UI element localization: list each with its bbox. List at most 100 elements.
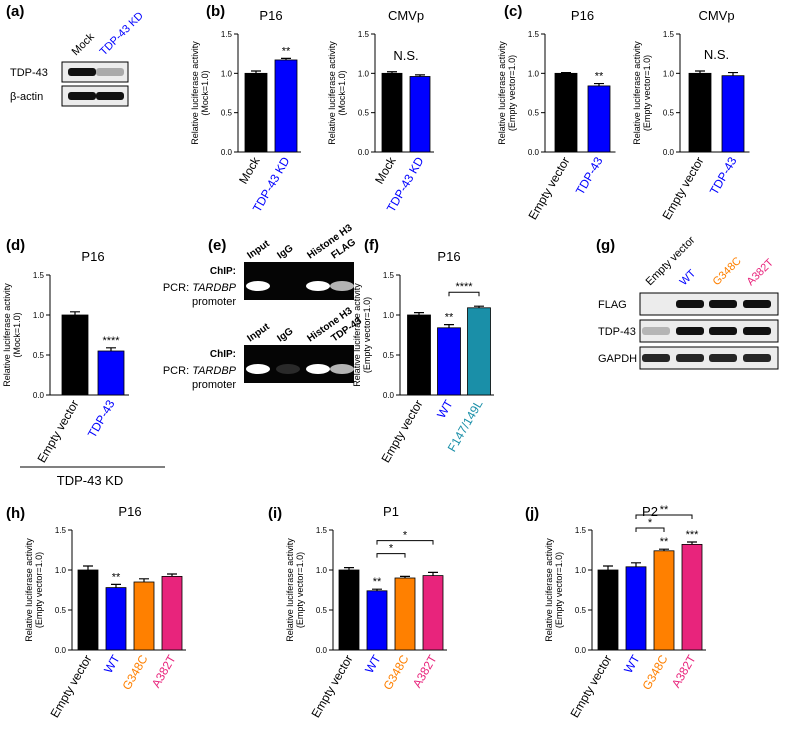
y-axis-label: Relative luciferase activity [24, 538, 34, 642]
y-axis-label: Relative luciferase activity [2, 283, 12, 387]
y-tick-label: 1.0 [221, 69, 233, 78]
x-tick-label: WT [621, 652, 643, 676]
bar [467, 307, 491, 396]
y-tick-label: 1.5 [383, 271, 395, 280]
band [96, 92, 124, 100]
pcr-label: PCR: TARDBP [163, 282, 237, 294]
bracket [635, 527, 665, 532]
lane-label: TDP-43 KD [98, 10, 146, 58]
band [642, 354, 670, 362]
y-tick-label: 1.5 [528, 30, 540, 39]
y-tick-label: 1.0 [575, 566, 587, 575]
x-tick-label: Empty vector [308, 653, 355, 721]
y-tick-label: 1.0 [316, 566, 328, 575]
error-bar [603, 565, 613, 570]
y-tick-label: 0.0 [383, 391, 395, 400]
y-axis-label: Relative luciferase activity [497, 41, 507, 145]
significance: *** [686, 529, 700, 541]
error-bar [414, 312, 424, 315]
y-tick-label: 0.0 [316, 646, 328, 655]
error-bar [659, 548, 669, 551]
lane-label: Input [245, 238, 272, 261]
y-axis-label: Relative luciferase activity [285, 538, 295, 642]
y-tick-label: 0.0 [663, 148, 675, 157]
bar [338, 569, 360, 651]
group-label: TDP-43 KD [57, 473, 123, 488]
significance: ** [445, 312, 454, 324]
y-tick-label: 0.5 [528, 109, 540, 118]
band [676, 354, 704, 362]
band [743, 354, 771, 362]
significance: ** [595, 71, 604, 83]
error-bar [372, 588, 382, 591]
error-bar [106, 347, 116, 351]
bar [105, 587, 127, 651]
chart-title: CMVp [388, 8, 424, 23]
panel-label: (a) [6, 3, 24, 20]
x-tick-label: Empty vector [34, 398, 81, 466]
bar [394, 577, 416, 651]
y-axis-label: (Mock=1.0) [337, 70, 347, 115]
y-tick-label: 1.5 [221, 30, 233, 39]
y-tick-label: 1.0 [358, 69, 370, 78]
band [743, 300, 771, 308]
significance-note: N.S. [393, 48, 418, 63]
panel-label: (c) [504, 3, 522, 20]
panel-label: (d) [6, 237, 25, 254]
y-tick-label: 1.5 [575, 526, 587, 535]
bar [61, 314, 89, 396]
bar [437, 327, 461, 396]
y-tick-label: 0.5 [316, 606, 328, 615]
bar [133, 581, 155, 651]
chart-title: P16 [81, 249, 104, 264]
y-axis-label: (Mock=1.0) [12, 312, 22, 357]
bar [721, 75, 745, 153]
chart-title: P16 [118, 504, 141, 519]
error-bar [83, 565, 93, 570]
gene-name: TARDBP [192, 282, 236, 294]
error-bar [444, 324, 454, 328]
gel-band [306, 364, 330, 374]
y-axis-label: (Mock=1.0) [200, 70, 210, 115]
row-label: TDP-43 [598, 326, 636, 338]
y-tick-label: 1.5 [316, 526, 328, 535]
y-tick-label: 0.5 [55, 606, 67, 615]
y-axis-label: (Empty vector=1.0) [642, 55, 652, 131]
y-tick-label: 0.0 [55, 646, 67, 655]
y-axis-label: (Empty vector=1.0) [507, 55, 517, 131]
x-tick-label: G348C [639, 652, 670, 692]
bracket [448, 291, 480, 297]
gel-band [246, 281, 270, 291]
x-tick-label: A382T [410, 652, 440, 690]
error-bar [251, 70, 261, 74]
chip-method: ChIP: [210, 266, 236, 277]
significance: ** [112, 571, 121, 583]
y-tick-label: 0.5 [221, 109, 233, 118]
chart-title: P16 [259, 8, 282, 23]
panel-label: (h) [6, 505, 25, 522]
band [642, 327, 670, 335]
gel-band [330, 364, 354, 374]
error-bar [139, 578, 149, 582]
y-tick-label: 1.5 [663, 30, 675, 39]
bar [681, 544, 703, 651]
row-label: FLAG [598, 299, 627, 311]
significance: ** [660, 504, 669, 516]
x-tick-label: Empty vector [378, 398, 425, 466]
x-tick-label: Empty vector [525, 155, 572, 223]
error-bar [344, 567, 354, 570]
x-tick-label: TDP-43 [85, 397, 118, 440]
panel-label: (b) [206, 3, 225, 20]
lane-label: G348C [711, 255, 744, 288]
gel-band [330, 281, 354, 291]
chart-title: P16 [571, 8, 594, 23]
error-bar [631, 562, 641, 567]
lane-label: A382T [745, 257, 777, 289]
error-bar [728, 71, 738, 76]
y-tick-label: 1.0 [383, 311, 395, 320]
y-tick-label: 0.5 [575, 606, 587, 615]
bar [161, 576, 183, 651]
x-tick-label: TDP-43 [573, 154, 606, 197]
band [743, 327, 771, 335]
